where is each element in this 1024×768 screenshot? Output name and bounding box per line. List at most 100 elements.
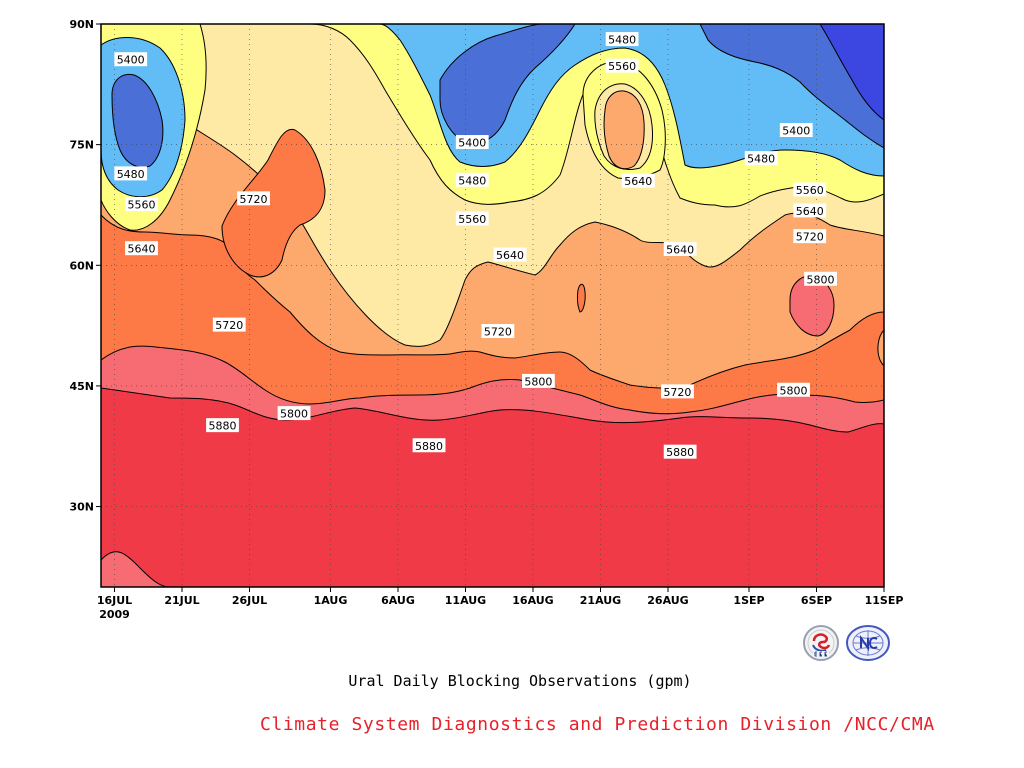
contour-label: 5640 [793,203,827,218]
contour-label: 5640 [621,173,655,188]
contour-label: 5720 [237,191,270,206]
contour-label-background [793,203,827,218]
x-axis: 16JUL 21JUL 26JUL 1AUG 6AUG 11AUG 16AUG 21AUG 26… [97,587,904,607]
contour-label-background [804,271,837,286]
fill-pocket-21aug-core [603,90,645,170]
contour-label-background [277,406,311,421]
contour-label: 5800 [522,373,555,388]
contour-label: 5480 [114,166,148,181]
contour-label-background [522,373,555,388]
contour-label-background [237,191,270,206]
contour-label-text: 5560 [796,184,824,197]
fill-5720-26jul [221,128,326,278]
contour-labels: 5400 5480 5560 5640 5720 5720 5880 5800 5880 5400… [114,32,837,459]
x-tick-label: 21AUG [580,594,621,607]
contour-label-text: 5720 [484,326,512,339]
contour-label-text: 5720 [240,193,268,206]
y-tick-label: 75N [69,139,94,152]
chart-title: Ural Daily Blocking Observations (gpm) [348,672,692,690]
contour-label-background [744,151,778,166]
contour-label-text: 5720 [796,231,824,244]
y-tick-label: 90N [69,18,94,31]
contour-label-background [455,135,489,150]
contour-label-text: 5880 [209,420,237,433]
contour-label: 5800 [804,271,837,286]
fill-blip [576,283,586,313]
contour-label-text: 5480 [747,153,775,166]
fill-deep [819,24,884,121]
contour-label: 5640 [663,242,697,257]
contour-label: 5560 [605,58,639,73]
contour-label: 5560 [125,196,158,211]
contour-label-text: 5800 [524,375,552,388]
y-axis: 90N 75N 60N 45N 30N [69,18,101,514]
contour-label: 5560 [455,211,489,226]
fill-left-lt5400 [111,73,164,168]
contour-label-background [206,418,239,433]
contour-label-text: 5480 [458,174,486,187]
contour-label-background [455,172,489,187]
contour-label: 5560 [793,182,827,197]
x-tick-label: 21JUL [164,594,199,607]
contour-label-background [793,182,827,197]
contour-label-background [661,384,694,399]
y-tick-label: 45N [69,380,94,393]
x-tick-label: 11SEP [865,594,904,607]
contour-label-text: 5480 [608,34,636,47]
contour-label-text: 5800 [780,384,808,397]
contour-label: 5480 [744,151,778,166]
x-tick-label: 16JUL [97,594,132,607]
contour-label: 5640 [493,247,527,262]
contour-label-background [605,32,639,47]
contour-label-background [605,58,639,73]
y-tick-label: 30N [69,501,94,514]
x-tick-label: 1SEP [733,594,764,607]
fill-5800-6sep [789,275,835,337]
bcc-logo-icon [802,624,840,662]
contour-label: 5400 [779,122,813,137]
contour-label: 5880 [206,418,239,433]
contour-label-background [125,241,158,256]
contour-label-text: 5800 [807,273,835,286]
contour-label-text: 5640 [128,243,156,256]
contour-label: 5720 [212,317,246,332]
contour-label-text: 5400 [117,54,145,67]
contour-label-background [493,247,527,262]
contour-label-text: 5400 [782,124,810,137]
contour-label: 5480 [455,172,489,187]
contour-label-text: 5720 [215,319,243,332]
contour-label-text: 5880 [666,446,694,459]
contour-label: 5880 [663,444,697,459]
contour-label-background [455,211,489,226]
y-tick-label: 60N [69,259,94,272]
contour-label: 5720 [481,324,515,339]
contour-label-background [663,242,697,257]
contour-label-background [663,444,697,459]
contour-label-background [779,122,813,137]
contour-label-text: 5400 [458,137,486,150]
contour-label-text: 5480 [117,168,145,181]
contour-label: 5640 [125,241,158,256]
ncc-logo-icon [846,624,890,662]
contour-label-text: 5640 [496,249,524,262]
contour-label-background [793,229,827,244]
x-tick-label: 26JUL [232,594,267,607]
contour-label-background [412,438,446,453]
grid-lines [101,24,884,587]
contour-label-text: 5720 [663,386,691,399]
contour-label-background [125,196,158,211]
contour-label-text: 5880 [415,440,443,453]
x-tick-label: 6SEP [801,594,832,607]
contour-fills [101,24,884,587]
contour-label-text: 5640 [796,205,824,218]
contour-label: 5400 [114,52,148,67]
plot-frame [100,23,885,588]
contour-label: 5800 [277,406,311,421]
contour-label-text: 5640 [666,244,694,257]
x-tick-label: 26AUG [647,594,688,607]
contour-label-text: 5560 [458,213,486,226]
contour-label-text: 5640 [624,175,652,188]
contour-label: 5720 [793,229,827,244]
x-tick-label: 16AUG [512,594,553,607]
